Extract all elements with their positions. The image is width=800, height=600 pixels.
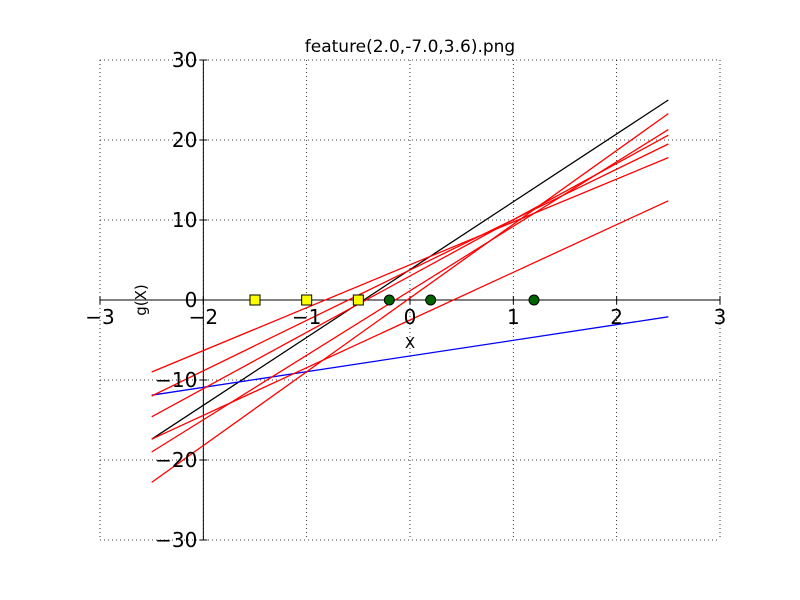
x-tick-label: 1 [507, 305, 520, 329]
series-line [151, 129, 669, 453]
series-line [151, 156, 669, 373]
y-tick-label: −10 [155, 368, 197, 392]
y-tick-label: −30 [155, 528, 197, 552]
y-tick-label: 30 [172, 48, 197, 72]
y-tick-label: 0 [185, 288, 198, 312]
x-tick-label: −3 [85, 305, 114, 329]
square-marker [301, 294, 313, 306]
series-line [151, 200, 669, 440]
data-points [249, 294, 540, 306]
x-tick-label: −1 [292, 305, 321, 329]
y-tick-label: 20 [172, 128, 197, 152]
circle-marker [528, 294, 540, 306]
series-line [151, 316, 669, 396]
x-tick-label: 0 [404, 305, 417, 329]
square-marker [352, 294, 364, 306]
x-axis-label: X [405, 334, 415, 352]
y-tick-label: −20 [155, 448, 197, 472]
square-marker [249, 294, 261, 306]
x-tick-label: 2 [610, 305, 623, 329]
circle-marker [383, 294, 395, 306]
series-line [151, 143, 669, 397]
x-tick-label: −2 [189, 305, 218, 329]
y-tick-label: 10 [172, 208, 197, 232]
series-lines [151, 99, 669, 483]
series-line [151, 113, 669, 483]
chart-title: feature(2.0,-7.0,3.6).png [305, 37, 515, 57]
x-tick-label: 3 [714, 305, 727, 329]
y-axis-label: g(X) [132, 284, 150, 316]
circle-marker [425, 294, 437, 306]
series-line [151, 134, 669, 418]
